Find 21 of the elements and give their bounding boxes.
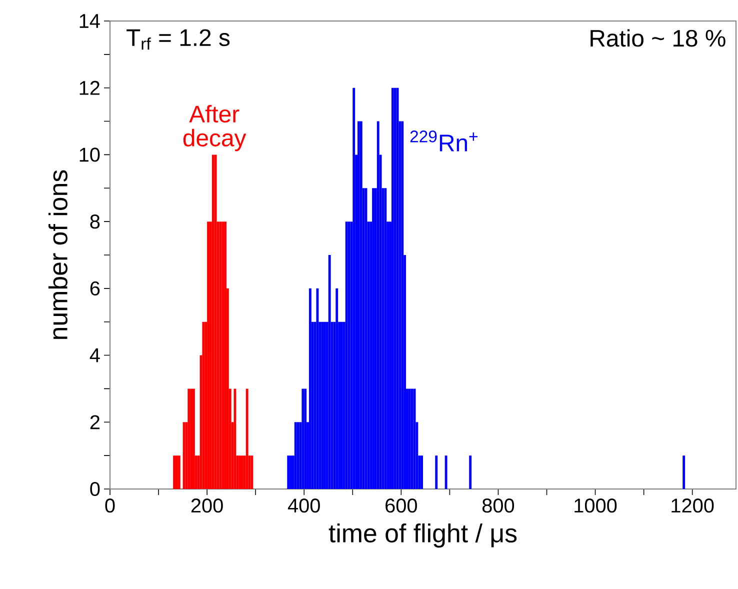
x-tick-label: 200 <box>191 498 223 513</box>
annotation: Ratio ~ 18 % <box>590 29 726 47</box>
x-tick-label: 400 <box>288 498 320 513</box>
x-tick-label: 0 <box>105 498 115 513</box>
series-label: $^{229}$Rn$^{+}$ <box>410 130 478 152</box>
y-tick-label: 4 <box>90 348 100 362</box>
annotation: T$_{rf}$ = 1.2 s <box>126 29 230 50</box>
x-tick-label: 600 <box>386 498 417 513</box>
series-label: After decay <box>183 105 246 152</box>
y-axis-title: number of ions <box>48 170 68 339</box>
x-axis-title: time of flight / μs <box>328 523 517 548</box>
y-tick-label: 10 <box>80 148 100 162</box>
y-tick-label: 12 <box>80 80 100 95</box>
y-tick-label: 14 <box>80 14 100 28</box>
x-tick-label: 1000 <box>574 498 617 513</box>
y-tick-label: 2 <box>90 415 100 430</box>
x-tick-label: 1200 <box>672 498 714 513</box>
y-tick-label: 0 <box>90 482 100 496</box>
y-tick-label: 8 <box>90 214 100 229</box>
y-tick-label: 6 <box>90 281 100 296</box>
x-tick-label: 800 <box>482 498 514 513</box>
